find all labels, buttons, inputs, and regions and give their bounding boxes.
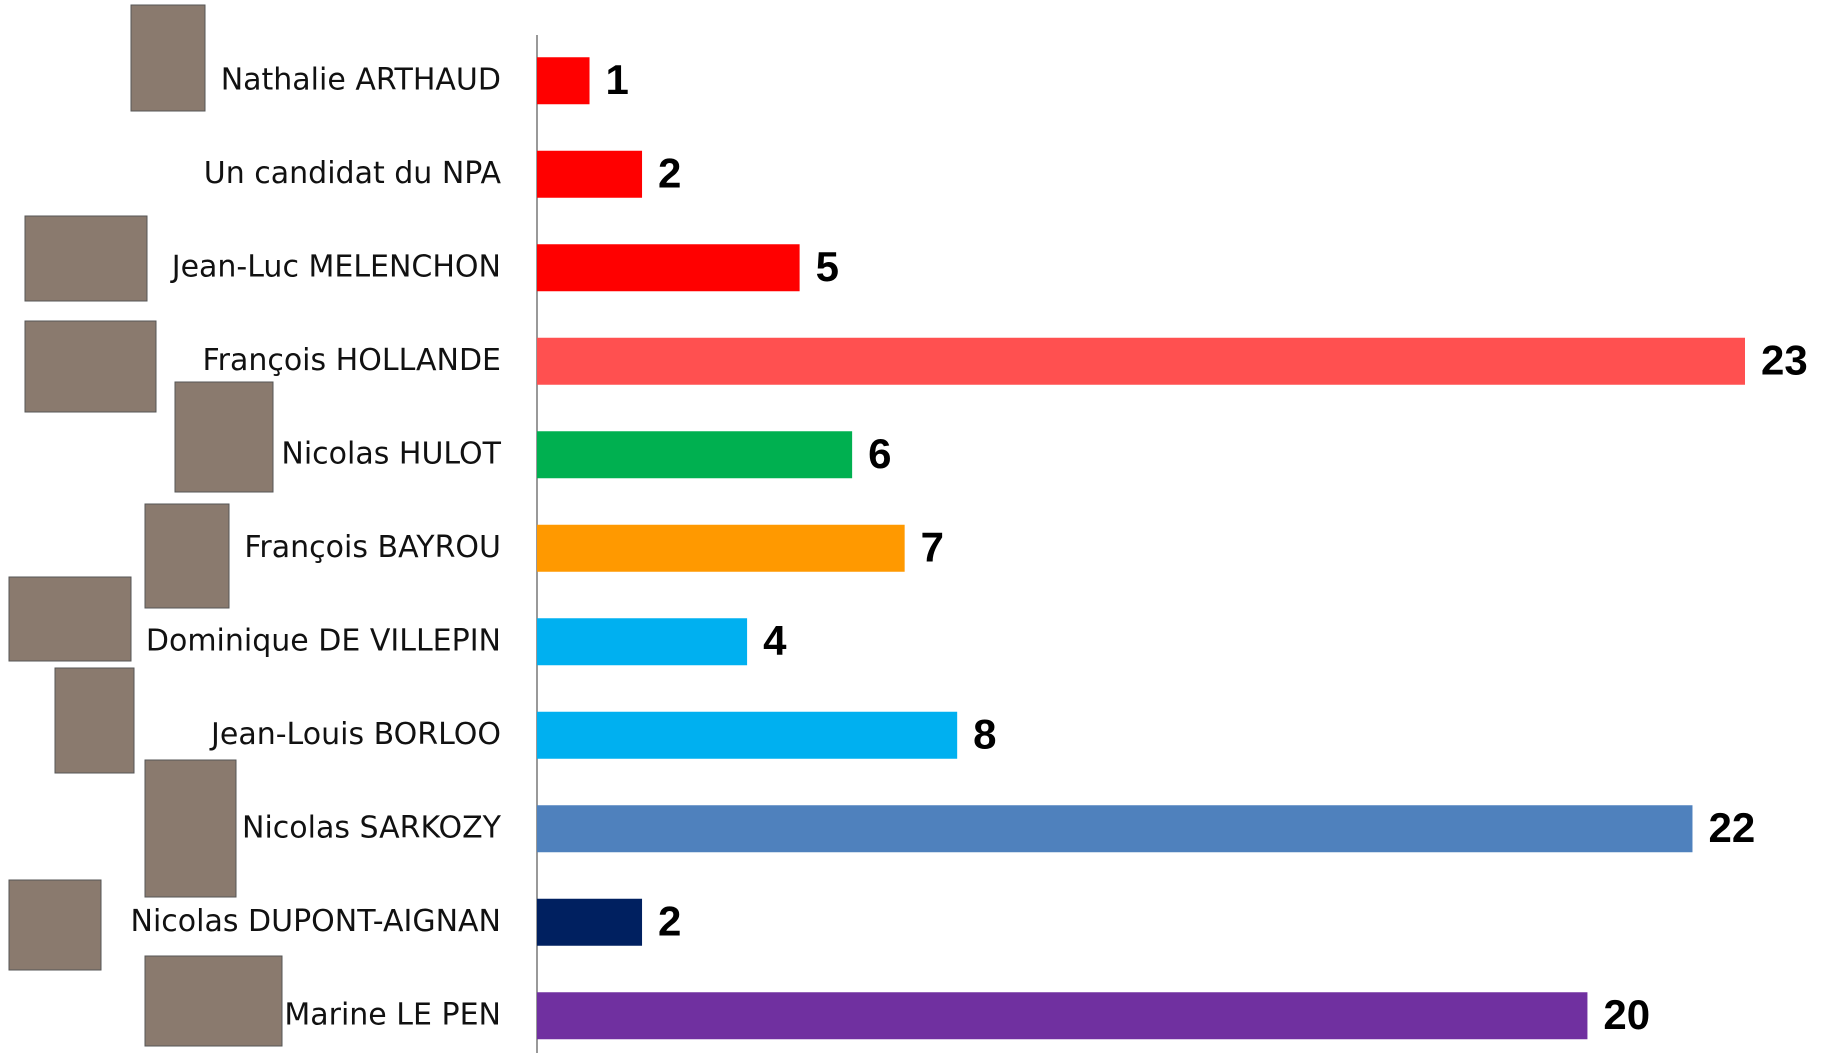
photo: [175, 382, 273, 492]
category-label: Nathalie ARTHAUD: [221, 62, 501, 97]
bar: [537, 805, 1692, 852]
category-label: Dominique DE VILLEPIN: [146, 623, 501, 658]
value-label: 8: [973, 710, 996, 757]
bar: [537, 712, 957, 759]
category-label: François BAYROU: [244, 530, 501, 565]
photo: [55, 668, 134, 773]
bar: [537, 338, 1745, 385]
value-label: 2: [658, 149, 681, 196]
chart: Nathalie ARTHAUD 1 Un candidat du NPA 2 Jean…: [0, 0, 1823, 1053]
photo: [145, 760, 236, 897]
category-label: Un candidat du NPA: [204, 156, 502, 191]
bar: [537, 57, 590, 104]
bar: [537, 431, 852, 478]
photo: [145, 956, 282, 1046]
value-label: 2: [658, 897, 681, 944]
value-label: 1: [606, 56, 629, 103]
value-label: 7: [921, 523, 944, 570]
bar: [537, 899, 642, 946]
value-label: 22: [1708, 804, 1755, 851]
value-label: 6: [868, 430, 891, 477]
category-label: François HOLLANDE: [203, 343, 501, 378]
category-label: Nicolas HULOT: [281, 436, 501, 471]
photo: [145, 504, 229, 608]
value-label: 5: [816, 243, 839, 290]
value-label: 20: [1603, 991, 1650, 1038]
value-label: 23: [1761, 336, 1808, 383]
value-label: 4: [763, 617, 787, 664]
category-label: Nicolas SARKOZY: [242, 810, 502, 845]
category-label: Marine LE PEN: [284, 997, 501, 1032]
bar: [537, 244, 800, 291]
photo: [25, 216, 147, 301]
photo: [9, 880, 101, 970]
photo: [25, 321, 156, 412]
bar: [537, 992, 1587, 1039]
bar: [537, 618, 747, 665]
category-label: Jean-Louis BORLOO: [209, 717, 501, 752]
photo: [9, 577, 131, 661]
category-label: Jean-Luc MELENCHON: [170, 249, 501, 284]
category-label: Nicolas DUPONT-AIGNAN: [131, 904, 501, 939]
bar: [537, 151, 642, 198]
bar: [537, 525, 905, 572]
photo: [131, 5, 205, 111]
